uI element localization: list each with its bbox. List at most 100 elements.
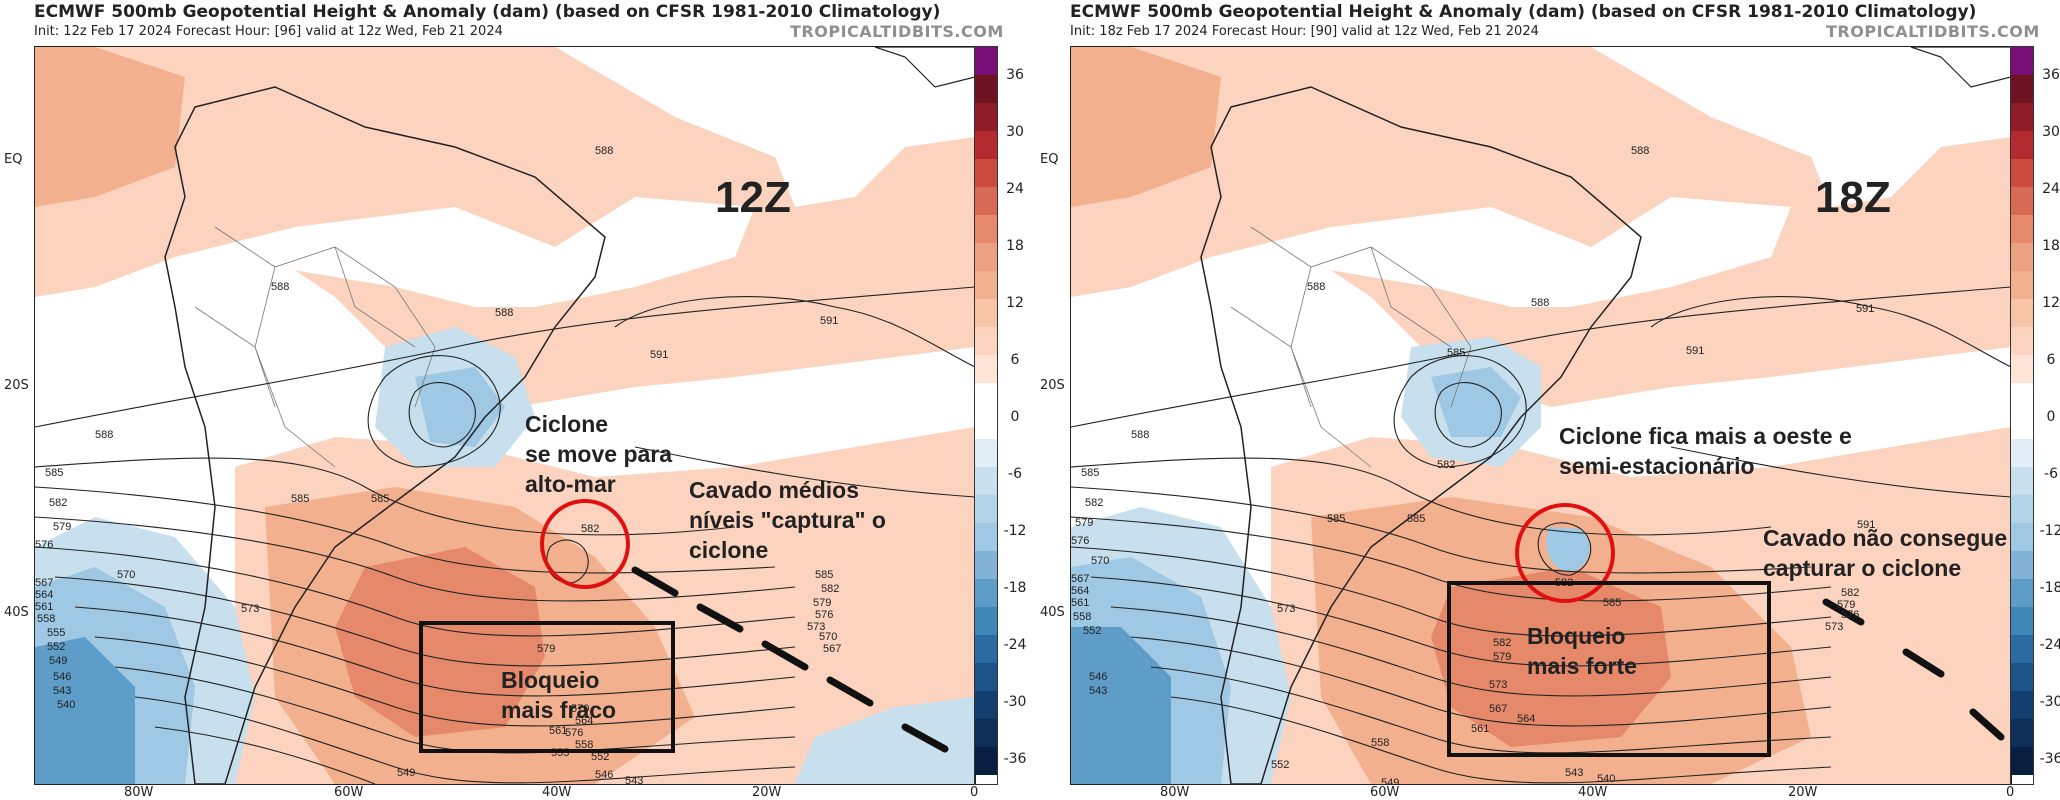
- contour-label: 564: [575, 715, 594, 727]
- annotation-trough-line1: Cavado não consegue: [1763, 525, 2008, 551]
- contour-label: 540: [1597, 773, 1616, 785]
- contour-label: 588: [1631, 145, 1650, 157]
- contour-label: 585: [291, 493, 310, 505]
- contour-label: 549: [49, 655, 68, 667]
- colorbar-tick: 30: [2042, 124, 2060, 140]
- contour-label: 585: [45, 467, 64, 479]
- contour-label: 573: [1825, 621, 1844, 633]
- contour-label: 588: [1307, 281, 1326, 293]
- colorbar-tick: -30: [1003, 694, 1027, 710]
- map-subtitle: Init: 12z Feb 17 2024 Forecast Hour: [96…: [34, 24, 503, 39]
- colorbar-tick: 18: [1006, 238, 1024, 254]
- lat-label: 40S: [1040, 605, 1065, 620]
- lat-label: EQ: [1040, 152, 1059, 167]
- map-subtitle: Init: 18z Feb 17 2024 Forecast Hour: [90…: [1070, 24, 1539, 39]
- contour-label: 579: [53, 521, 72, 533]
- contour-label: 567: [1489, 703, 1508, 715]
- annotation-trough-line2: capturar o ciclone: [1763, 555, 1962, 581]
- contour-label: 558: [1371, 737, 1390, 749]
- contour-label: 576: [35, 539, 54, 551]
- contour-label: 582: [821, 583, 840, 595]
- contour-label: 582: [49, 497, 68, 509]
- contour-label: 585: [1603, 597, 1622, 609]
- lon-label: 80W: [124, 785, 154, 800]
- contour-label: 573: [1489, 679, 1508, 691]
- anomaly-white-gap: [175, 197, 755, 307]
- contour-label: 558: [1073, 611, 1092, 623]
- contour-label: 582: [1437, 459, 1456, 471]
- height-contours: [1071, 286, 2011, 784]
- contour-label: 585: [371, 493, 390, 505]
- contour-label: 573: [807, 621, 826, 633]
- panel-12z: ECMWF 500mb Geopotential Height & Anomal…: [4, 2, 1027, 800]
- contour-label: 552: [1083, 625, 1102, 637]
- colorbar-tick: -6: [2044, 466, 2058, 482]
- cyclone-highlight-circle: [540, 499, 630, 589]
- contour-label: 579: [1493, 651, 1512, 663]
- country-borders: [1230, 226, 1472, 468]
- colorbar-tick: -24: [2039, 637, 2060, 653]
- height-contours: [35, 286, 975, 784]
- colorbar-tick: -36: [1003, 751, 1027, 767]
- coastline-africa: [874, 47, 975, 88]
- lat-label: EQ: [4, 152, 23, 167]
- contour-label: 570: [1091, 555, 1110, 567]
- annotation-cyclone-line1: Ciclone: [525, 411, 609, 437]
- contour-label: 540: [57, 699, 76, 711]
- contour-label: 588: [595, 145, 614, 157]
- annotation-block-line1: Bloqueio: [501, 667, 600, 693]
- trough-axis-line: [631, 566, 949, 753]
- lat-label: 40S: [4, 605, 29, 620]
- contour-label: 582: [1493, 637, 1512, 649]
- annotation-cyclone-line3: alto-mar: [525, 471, 616, 497]
- contour-label: 585: [1407, 513, 1426, 525]
- contour-label: 576: [1841, 609, 1860, 621]
- contour-label: 573: [241, 603, 260, 615]
- colorbar: [974, 46, 998, 785]
- contour-label: 588: [271, 281, 290, 293]
- colorbar-tick: 6: [2046, 352, 2056, 368]
- colorbar-tick: -6: [1008, 466, 1022, 482]
- coastline: [1200, 86, 1642, 784]
- anomaly-negative-cyclone-core: [415, 367, 505, 447]
- contour-label: 564: [1071, 585, 1090, 597]
- lon-label: 0: [970, 785, 979, 800]
- lon-label: 0: [2006, 785, 2015, 800]
- contour-label: 564: [35, 589, 54, 601]
- colorbar-tick: 0: [1010, 409, 1020, 425]
- contour-label: 555: [47, 627, 66, 639]
- contour-label: 546: [53, 671, 72, 683]
- trough-axis-line: [1822, 598, 2005, 741]
- colorbar: [2010, 46, 2034, 785]
- annotation-cyclone-line2: semi-estacionário: [1559, 453, 1755, 479]
- annotation-block-line2: mais fraco: [501, 697, 617, 723]
- contour-label: 546: [595, 769, 614, 781]
- lon-label: 40W: [542, 785, 572, 800]
- contour-label: 570: [819, 631, 838, 643]
- lon-label: 20W: [1788, 785, 1818, 800]
- contour-label: 561: [35, 601, 54, 613]
- contour-label: 579: [813, 597, 832, 609]
- map-area: 588 588 588 591 591 588 585 582 579 576 …: [1070, 46, 2012, 785]
- anomaly-negative-cutoff: [1546, 527, 1590, 572]
- lon-label: 80W: [1160, 785, 1190, 800]
- contour-label: 552: [1271, 759, 1290, 771]
- annotation-block-line2: mais forte: [1527, 653, 1637, 679]
- cyclone-highlight-circle: [1515, 503, 1615, 603]
- contour-label: 591: [1686, 345, 1705, 357]
- blocking-box: [419, 621, 675, 753]
- colorbar-tick: -18: [2039, 580, 2060, 596]
- contour-label: 561: [549, 725, 568, 737]
- contour-label: 567: [35, 577, 54, 589]
- contour-label: 585: [1327, 513, 1346, 525]
- colorbar-tick: 18: [2042, 238, 2060, 254]
- contour-label: 582: [1841, 587, 1860, 599]
- contour-label: 591: [820, 315, 839, 327]
- contour-label: 546: [1089, 671, 1108, 683]
- contour-label: 582: [581, 523, 600, 535]
- colorbar-tick: 12: [2042, 295, 2060, 311]
- contour-label: 579: [537, 643, 556, 655]
- contour-label: 543: [625, 775, 644, 785]
- coastline-africa: [1910, 47, 2011, 88]
- contour-label: 588: [495, 307, 514, 319]
